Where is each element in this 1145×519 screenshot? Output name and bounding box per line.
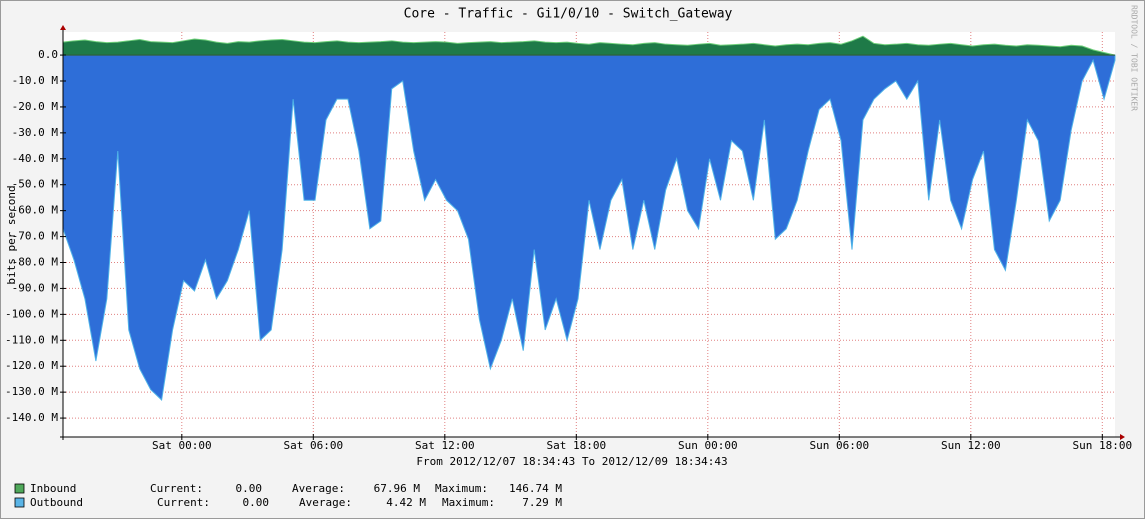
- legend-stat-value: 4.42 M: [386, 496, 426, 509]
- legend-swatch: [14, 483, 25, 494]
- y-tick-label: -100.0 M: [5, 307, 58, 320]
- legend-stat-value: 0.00: [236, 482, 263, 495]
- y-tick-label: -70.0 M: [12, 230, 59, 243]
- legend-stat-label: Average:: [299, 496, 352, 509]
- legend-stat-value: 67.96 M: [374, 482, 421, 495]
- y-tick-label: -80.0 M: [12, 256, 59, 269]
- chart-title: Core - Traffic - Gi1/0/10 - Switch_Gatew…: [404, 7, 733, 22]
- x-tick-label: Sun 06:00: [810, 439, 870, 452]
- x-tick-label: Sat 18:00: [547, 439, 607, 452]
- y-tick-label: -50.0 M: [12, 178, 59, 191]
- legend-stat-label: Current:: [150, 482, 203, 495]
- legend-label: Outbound: [30, 496, 83, 509]
- area: [62, 35, 1116, 56]
- y-tick-label: 0.0: [38, 48, 58, 61]
- x-axis-arrow: [1120, 434, 1125, 440]
- y-tick-label: -90.0 M: [12, 281, 59, 294]
- legend-stat-label: Maximum:: [442, 496, 495, 509]
- y-tick-label: -120.0 M: [5, 359, 58, 372]
- y-axis-arrow: [60, 25, 66, 30]
- legend-label: Inbound: [30, 482, 76, 495]
- legend-stat-value: 0.00: [243, 496, 270, 509]
- x-tick-label: Sat 00:00: [152, 439, 212, 452]
- y-axis-label: bits per second: [5, 185, 18, 284]
- area: [62, 54, 1116, 401]
- y-tick-label: -110.0 M: [5, 333, 58, 346]
- legend-stat-value: 7.29 M: [522, 496, 562, 509]
- legend-stat-label: Average:: [292, 482, 345, 495]
- legend-stat-value: 146.74 M: [509, 482, 562, 495]
- y-tick-label: -20.0 M: [12, 100, 59, 113]
- legend-stat-label: Maximum:: [435, 482, 488, 495]
- side-text: RRDTOOL / TOBI OETIKER: [1130, 5, 1139, 111]
- x-tick-label: Sun 12:00: [941, 439, 1001, 452]
- y-tick-label: -140.0 M: [5, 411, 58, 424]
- legend-swatch: [14, 497, 25, 508]
- y-tick-label: -130.0 M: [5, 385, 58, 398]
- y-tick-label: -40.0 M: [12, 152, 59, 165]
- y-tick-label: -30.0 M: [12, 126, 59, 139]
- x-tick-label: Sat 12:00: [415, 439, 475, 452]
- y-tick-label: -60.0 M: [12, 204, 59, 217]
- legend-stat-label: Current:: [157, 496, 210, 509]
- x-tick-label: Sat 06:00: [284, 439, 344, 452]
- x-tick-label: Sun 00:00: [678, 439, 738, 452]
- x-tick-label: Sun 18:00: [1073, 439, 1133, 452]
- y-tick-label: -10.0 M: [12, 74, 59, 87]
- subtitle: From 2012/12/07 18:34:43 To 2012/12/09 1…: [416, 455, 727, 468]
